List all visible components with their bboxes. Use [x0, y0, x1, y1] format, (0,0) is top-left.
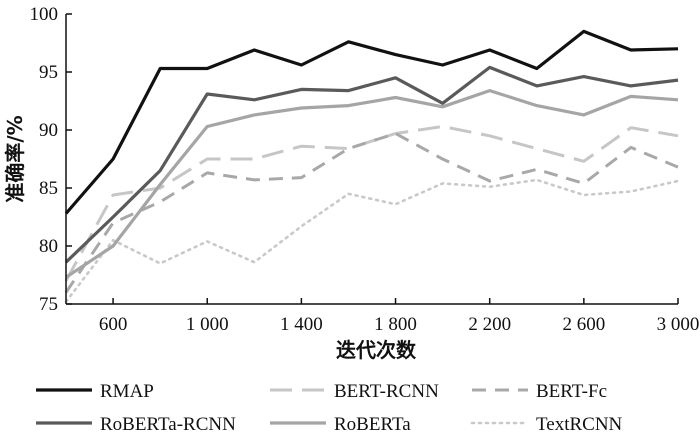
y-tick-label: 80	[39, 236, 58, 257]
plot-area	[64, 29, 680, 304]
x-axis-title: 迭代次数	[336, 338, 417, 362]
x-tick-label: 1 000	[186, 314, 229, 335]
y-tick-label: 85	[39, 178, 58, 199]
x-tick-label: 2 200	[468, 314, 511, 335]
legend-label-rmap: RMAP	[100, 381, 154, 402]
x-tick-label: 1 800	[374, 314, 417, 335]
legend-label-roberta-rcnn: RoBERTa-RCNN	[100, 414, 236, 435]
x-tick-label: 2 600	[562, 314, 605, 335]
y-tick-label: 75	[39, 294, 58, 315]
series-line-bert-rcnn	[64, 125, 679, 282]
series-line-roberta	[65, 88, 679, 279]
y-axis-title: 准确率/%	[3, 115, 27, 202]
y-tick-label: 95	[39, 62, 58, 83]
legend: RMAP BERT-RCNN BERT-Fc RoBERTa-RCNN RoBERTa T…	[36, 381, 623, 435]
series-line-rmap	[64, 29, 679, 215]
axes	[65, 14, 678, 305]
legend-label-bert-rcnn: BERT-RCNN	[334, 381, 439, 402]
legend-label-bert-fc: BERT-Fc	[536, 381, 607, 402]
legend-label-textrcnn: TextRCNN	[536, 414, 623, 435]
series-line-bert-fc	[64, 132, 679, 294]
x-tick-label: 3 000	[657, 314, 700, 335]
series-line-textrcnn	[64, 178, 680, 304]
x-tick-label: 1 400	[280, 314, 323, 335]
y-axis-ticks: 75 80 85 90 95 100	[30, 4, 72, 315]
series-line-roberta-rcnn	[64, 65, 679, 264]
x-tick-label: 600	[99, 314, 128, 335]
y-tick-label: 100	[30, 4, 59, 25]
legend-label-roberta: RoBERTa	[334, 414, 411, 435]
x-axis-ticks: 600 1 000 1 400 1 800 2 200 2 600 3 000	[99, 298, 700, 335]
y-tick-label: 90	[39, 120, 58, 141]
